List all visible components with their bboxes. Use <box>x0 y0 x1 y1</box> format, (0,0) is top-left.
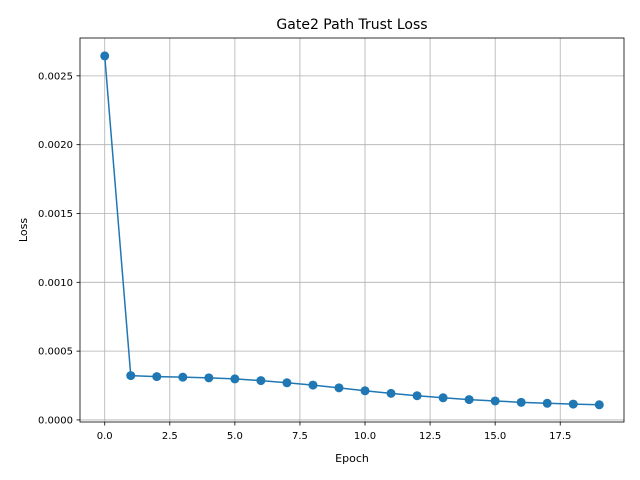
grid-lines <box>80 38 624 422</box>
data-point <box>516 397 526 407</box>
data-point <box>334 383 344 393</box>
data-point <box>308 380 318 390</box>
x-tick-label: 7.5 <box>292 431 308 442</box>
y-tick-label: 0.0015 <box>38 209 73 220</box>
y-tick-label: 0.0000 <box>38 415 73 426</box>
x-tick-label: 15.0 <box>484 431 506 442</box>
x-axis-ticks: 0.0 2.5 5.0 7.5 10.0 12.5 15.0 17.5 <box>97 422 571 442</box>
data-point <box>178 372 188 382</box>
data-point <box>412 391 422 401</box>
data-point <box>204 373 214 383</box>
data-point <box>464 395 474 405</box>
data-point <box>282 378 292 388</box>
data-series <box>100 51 604 410</box>
x-tick-label: 17.5 <box>549 431 571 442</box>
y-axis-label: Loss <box>17 218 30 242</box>
data-point <box>542 398 552 408</box>
plot-frame <box>79 37 625 423</box>
data-point <box>152 372 162 382</box>
y-tick-label: 0.0020 <box>38 140 73 151</box>
x-tick-label: 0.0 <box>97 431 113 442</box>
data-point <box>256 376 266 386</box>
data-point <box>438 393 448 403</box>
data-point <box>568 399 578 409</box>
chart-title: Gate2 Path Trust Loss <box>276 17 427 33</box>
x-tick-label: 5.0 <box>227 431 243 442</box>
data-point <box>490 396 500 406</box>
data-point <box>100 51 110 61</box>
data-point <box>360 386 370 396</box>
y-tick-label: 0.0005 <box>38 347 73 358</box>
x-tick-label: 2.5 <box>162 431 178 442</box>
x-tick-label: 12.5 <box>419 431 441 442</box>
data-point <box>126 371 136 381</box>
y-axis-ticks: 0.0000 0.0005 0.0010 0.0015 0.0020 0.0025 <box>38 71 80 426</box>
x-axis-label: Epoch <box>335 452 369 465</box>
data-point <box>230 374 240 384</box>
data-point <box>594 400 604 410</box>
y-tick-label: 0.0010 <box>38 278 73 289</box>
data-point <box>386 388 396 398</box>
y-tick-label: 0.0025 <box>38 71 73 82</box>
x-tick-label: 10.0 <box>354 431 376 442</box>
